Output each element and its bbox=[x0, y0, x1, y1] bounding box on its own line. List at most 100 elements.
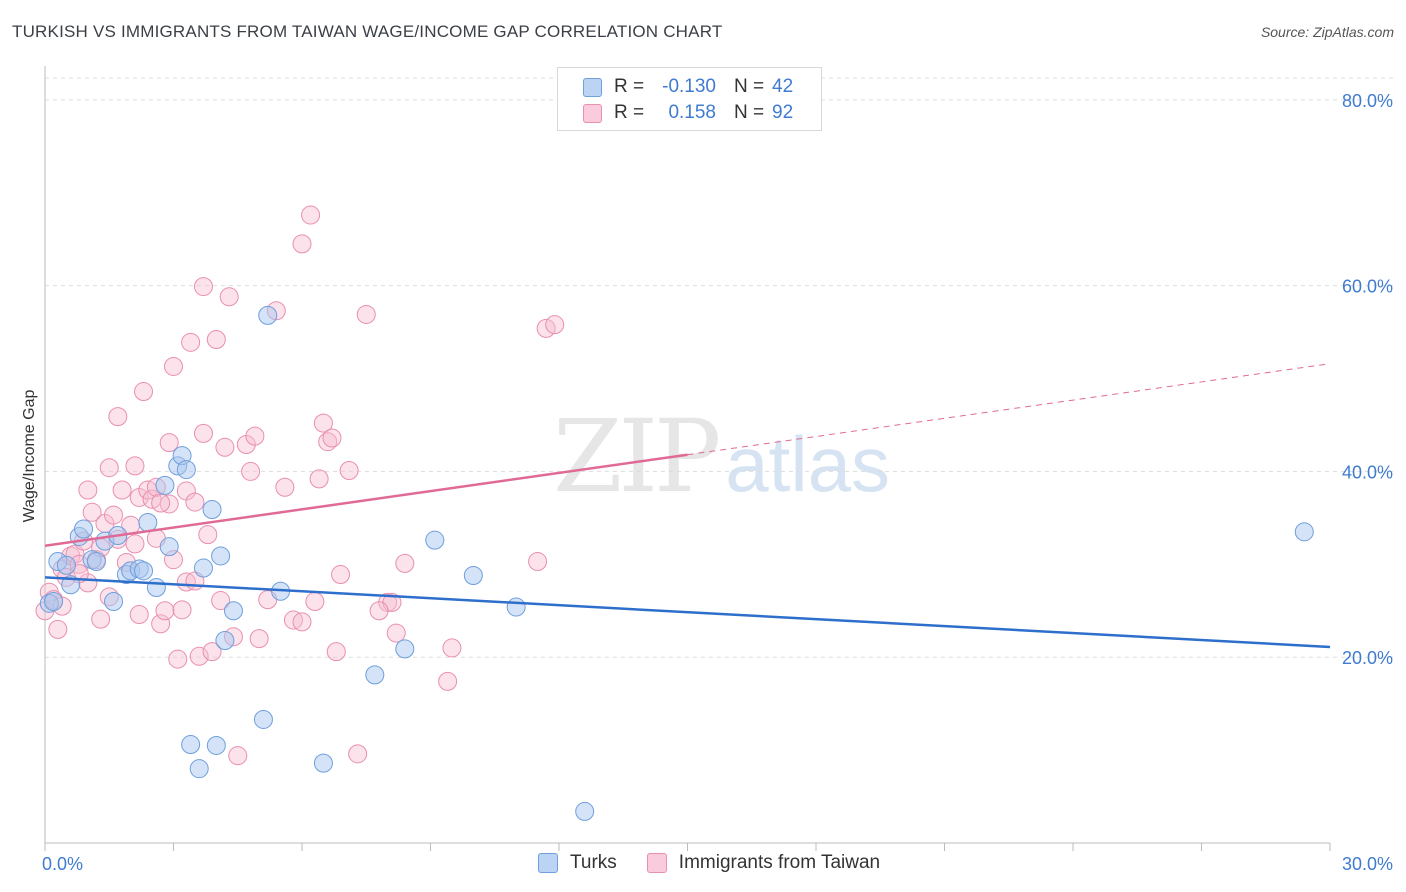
x-tick-label-min: 0.0% bbox=[42, 854, 83, 874]
y-axis-title: Wage/Income Gap bbox=[21, 390, 38, 523]
taiwan-point bbox=[99, 458, 119, 478]
y-tick-label: 60.0% bbox=[1342, 277, 1393, 297]
n-label: N = bbox=[734, 76, 765, 97]
taiwan-point bbox=[125, 534, 145, 554]
taiwan-point bbox=[206, 330, 226, 350]
taiwan-point bbox=[438, 671, 458, 691]
taiwan-point bbox=[108, 407, 128, 427]
taiwan-legend-label: Immigrants from Taiwan bbox=[678, 852, 881, 873]
taiwan-point bbox=[193, 277, 213, 297]
taiwan-point bbox=[129, 604, 149, 624]
n-value: 42 bbox=[772, 76, 794, 97]
taiwan-point bbox=[322, 428, 342, 448]
turks-point bbox=[463, 565, 483, 585]
turks-point bbox=[74, 519, 94, 539]
watermark: ZIP atlas bbox=[553, 398, 890, 515]
taiwan-point bbox=[82, 502, 102, 522]
turks-points bbox=[39, 305, 1314, 821]
turks-point bbox=[258, 305, 278, 325]
taiwan-point bbox=[395, 553, 415, 573]
r-label: R = bbox=[614, 102, 645, 123]
legend-row-turks: R = -0.130 N = 42 bbox=[583, 75, 793, 99]
taiwan-point bbox=[91, 609, 111, 629]
taiwan-point bbox=[545, 315, 565, 335]
taiwan-point bbox=[309, 469, 329, 489]
taiwan-point bbox=[228, 746, 248, 766]
taiwan-point bbox=[202, 642, 222, 662]
r-label: R = bbox=[614, 76, 645, 97]
turks-point bbox=[138, 513, 158, 533]
turks-point bbox=[211, 546, 231, 566]
taiwan-point bbox=[151, 493, 171, 513]
axes bbox=[44, 66, 1331, 851]
turks-point bbox=[202, 500, 222, 520]
watermark-atlas: atlas bbox=[725, 420, 891, 508]
taiwan-point bbox=[275, 477, 295, 497]
taiwan-point bbox=[193, 423, 213, 443]
turks-point bbox=[223, 601, 243, 621]
taiwan-point bbox=[241, 461, 261, 481]
turks-point bbox=[61, 575, 81, 595]
n-value: 92 bbox=[772, 102, 794, 123]
turks-point bbox=[146, 578, 166, 598]
y-tick-label: 40.0% bbox=[1342, 462, 1393, 482]
trend-lines bbox=[44, 363, 1331, 649]
series-legend: Turks Immigrants from Taiwan bbox=[538, 852, 910, 874]
stats-legend: R = -0.130 N = 42 R = 0.158 N = 92 bbox=[557, 67, 822, 131]
taiwan-swatch bbox=[583, 103, 602, 123]
turks-point bbox=[181, 735, 201, 755]
turks-point bbox=[425, 530, 445, 550]
taiwan-point bbox=[185, 492, 205, 512]
turks-point bbox=[506, 597, 526, 617]
taiwan-point bbox=[245, 426, 265, 446]
taiwan-point bbox=[211, 591, 231, 611]
turks-point bbox=[1294, 522, 1314, 542]
watermark-zip: ZIP bbox=[553, 398, 721, 515]
legend-item-taiwan: Immigrants from Taiwan bbox=[646, 852, 881, 874]
y-tick-label: 20.0% bbox=[1342, 648, 1393, 668]
taiwan-point bbox=[112, 480, 132, 500]
turks-point bbox=[155, 475, 175, 495]
taiwan-point bbox=[134, 382, 154, 402]
taiwan-point bbox=[313, 413, 333, 433]
turks-point bbox=[575, 801, 595, 821]
taiwan-point bbox=[78, 480, 98, 500]
turks-trend-line bbox=[44, 576, 1331, 649]
taiwan-legend-swatch bbox=[646, 853, 667, 873]
turks-point bbox=[44, 591, 64, 611]
turks-point bbox=[104, 591, 124, 611]
taiwan-point bbox=[339, 461, 359, 481]
taiwan-point bbox=[168, 649, 188, 669]
turks-point bbox=[365, 665, 385, 685]
taiwan-point bbox=[104, 505, 124, 525]
turks-point bbox=[189, 759, 209, 779]
turks-point bbox=[215, 630, 235, 650]
turks-point bbox=[86, 552, 106, 572]
taiwan-point bbox=[326, 642, 346, 662]
taiwan-point bbox=[356, 304, 376, 324]
legend-item-turks: Turks bbox=[538, 852, 617, 874]
turks-point bbox=[193, 558, 213, 578]
turks-point bbox=[134, 561, 154, 581]
taiwan-point bbox=[348, 744, 368, 764]
taiwan-point bbox=[189, 646, 209, 666]
taiwan-point bbox=[301, 205, 321, 225]
r-value: -0.130 bbox=[662, 76, 716, 97]
chart-title: TURKISH VS IMMIGRANTS FROM TAIWAN WAGE/I… bbox=[12, 22, 723, 41]
taiwan-point bbox=[198, 525, 218, 545]
turks-point bbox=[159, 537, 179, 557]
taiwan-point bbox=[125, 456, 145, 476]
taiwan-point bbox=[155, 601, 175, 621]
taiwan-point bbox=[292, 234, 312, 254]
taiwan-trend-line bbox=[44, 453, 688, 547]
taiwan-point bbox=[181, 332, 201, 352]
grid-lines bbox=[45, 77, 1393, 658]
turks-legend-swatch bbox=[538, 853, 558, 873]
source-label: Source: ZipAtlas.com bbox=[1260, 24, 1394, 40]
taiwan-point bbox=[386, 623, 406, 643]
r-value: 0.158 bbox=[668, 102, 716, 123]
n-label: N = bbox=[734, 102, 765, 123]
tick-labels: 20.0% 40.0% 60.0% 80.0% 0.0% 30.0% bbox=[42, 91, 1393, 874]
turks-legend-label: Turks bbox=[570, 852, 617, 873]
